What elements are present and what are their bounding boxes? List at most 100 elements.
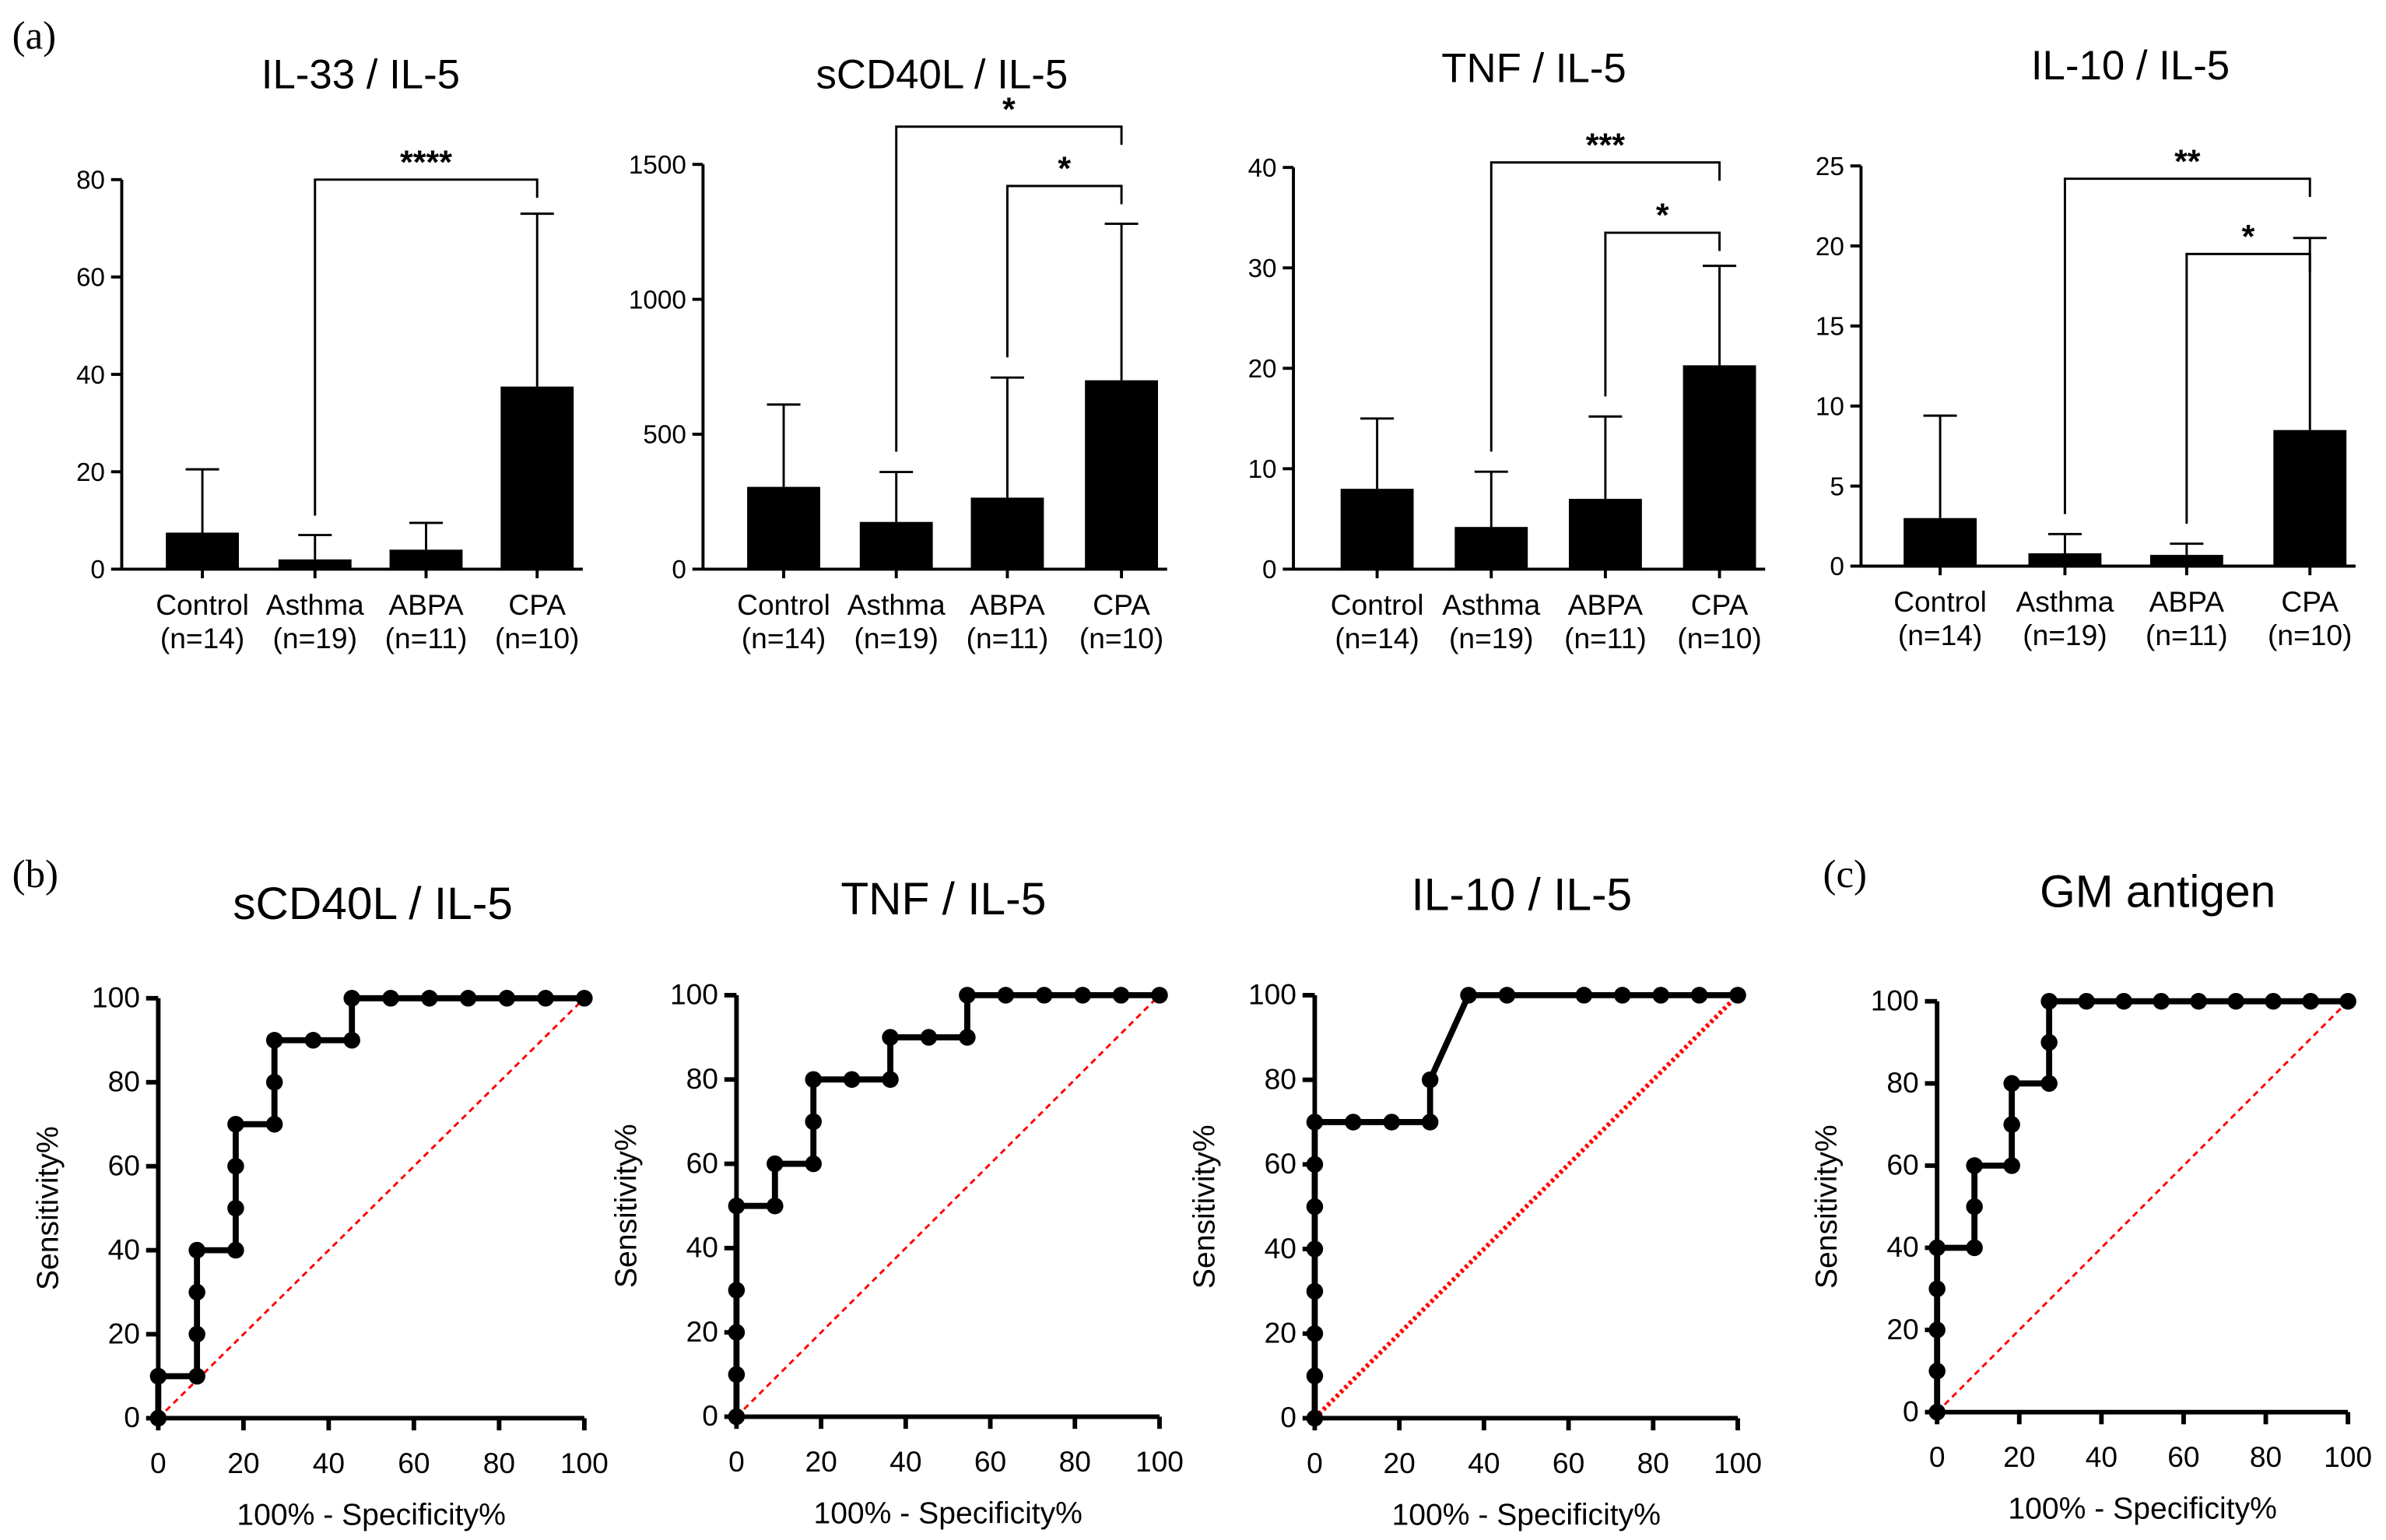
roc-point: [188, 1367, 205, 1385]
chart-title: sCD40L / IL-5: [816, 52, 1068, 98]
roc-point: [1928, 1280, 1946, 1298]
x-tick-label: 100: [2324, 1440, 2372, 1473]
chart-title: IL-10 / IL-5: [2031, 43, 2230, 89]
roc-point: [1306, 1156, 1324, 1173]
group-n-label: (n=10): [1079, 622, 1163, 654]
x-tick-label: Asthma: [1442, 588, 1540, 621]
bar: [1085, 380, 1159, 570]
chart-3: IL-10 / IL-5 0 5 10 15 20 25 Control(n=14) Asthm…: [1816, 43, 2356, 651]
y-tick-label: 20: [686, 1315, 718, 1348]
roc-point: [882, 1071, 899, 1088]
significance-label: **: [2174, 143, 2201, 181]
roc-point: [1928, 1403, 1946, 1421]
y-tick-label: 500: [643, 421, 686, 450]
roc-point: [2115, 992, 2132, 1010]
roc-point: [2040, 992, 2058, 1010]
roc-point: [1729, 987, 1746, 1004]
x-tick-label: 20: [805, 1445, 837, 1478]
panel-label-a: (a): [12, 14, 56, 58]
roc-point: [1928, 1321, 1946, 1338]
y-tick-label: 0: [1280, 1401, 1297, 1433]
y-tick-label: 60: [686, 1146, 718, 1179]
roc-point: [1690, 987, 1708, 1004]
reference-line: [735, 994, 1161, 1418]
x-tick-label: 40: [2086, 1440, 2118, 1473]
roc-point: [459, 990, 477, 1007]
roc-point: [2040, 1033, 2058, 1051]
group-n-label: (n=19): [273, 622, 357, 654]
roc-point: [1112, 987, 1130, 1004]
y-axis-label: Sensitivity%: [1188, 1124, 1221, 1289]
x-tick-label: Control: [737, 588, 830, 621]
bar: [1340, 489, 1414, 570]
bar: [1454, 527, 1528, 570]
x-axis-label: 100% - Specificity%: [1391, 1498, 1660, 1531]
group-n-label: (n=14): [160, 622, 244, 654]
significance-bracket: [1604, 231, 1721, 397]
roc-point: [188, 1325, 205, 1343]
y-tick-label: 1000: [629, 286, 686, 314]
y-tick-label: 80: [108, 1065, 140, 1097]
roc-curve: [155, 995, 584, 1419]
chart-6: IL-10 / IL-5 00 20 20 40 40 60 60 80 80 100 100 100%…: [1188, 869, 1762, 1531]
y-tick-label: 15: [1816, 313, 1844, 342]
x-tick-label: 20: [227, 1447, 259, 1479]
roc-point: [2227, 992, 2244, 1010]
significance-bracket: [314, 178, 539, 516]
y-tick-label: 25: [1816, 153, 1844, 181]
roc-point: [382, 990, 399, 1007]
y-tick-label: 40: [108, 1233, 140, 1265]
roc-point: [227, 1199, 244, 1217]
roc-point: [2265, 992, 2282, 1010]
x-tick-label: CPA: [1093, 588, 1150, 621]
roc-point: [805, 1155, 822, 1173]
roc-point: [1421, 1071, 1439, 1089]
y-tick-label: 0: [702, 1399, 718, 1432]
roc-point: [1306, 1114, 1324, 1131]
reference-line: [157, 997, 585, 1419]
x-tick-label: 0: [1307, 1447, 1323, 1479]
y-tick-label: 0: [1830, 553, 1844, 581]
roc-point: [1345, 1114, 1362, 1131]
roc-point: [728, 1324, 746, 1341]
roc-point: [728, 1197, 746, 1215]
roc-point: [227, 1241, 244, 1259]
y-tick-label: 0: [672, 556, 686, 584]
y-tick-label: 0: [124, 1401, 140, 1433]
x-tick-label: 40: [1468, 1447, 1500, 1479]
x-tick-label: Control: [1331, 588, 1424, 621]
bar: [389, 549, 463, 570]
chart-title: IL-33 / IL-5: [261, 52, 460, 98]
x-axis-label: 100% - Specificity%: [237, 1498, 505, 1531]
y-axis-label: Sensitivity%: [31, 1126, 65, 1290]
y-tick-label: 0: [90, 556, 104, 584]
chart-7: GM antigen 00 20 20 40 40 60 60 80 80 100 100 100% -…: [1810, 866, 2372, 1525]
roc-point: [767, 1155, 784, 1173]
roc-point: [1306, 1409, 1324, 1427]
y-tick-label: 80: [76, 167, 105, 195]
significance-bracket: [1005, 184, 1123, 358]
y-tick-label: 40: [686, 1231, 718, 1264]
roc-point: [1306, 1240, 1324, 1258]
roc-point: [498, 990, 516, 1007]
y-tick-label: 10: [1816, 393, 1844, 422]
bar: [166, 532, 239, 570]
x-tick-label: ABPA: [1568, 588, 1644, 621]
y-tick-label: 60: [108, 1149, 140, 1181]
x-axis-label: 100% - Specificity%: [813, 1496, 1082, 1530]
roc-point: [576, 990, 593, 1007]
y-tick-label: 0: [1903, 1394, 1919, 1427]
chart-4: sCD40L / IL-5 00 20 20 40 40 60 60 80 80 100 100 100…: [31, 879, 609, 1531]
x-tick-label: Control: [1893, 585, 1987, 618]
roc-point: [728, 1366, 746, 1384]
x-tick-label: Asthma: [847, 588, 946, 621]
y-tick-label: 30: [1248, 254, 1277, 283]
x-tick-label: 80: [1059, 1445, 1091, 1478]
chart-5: TNF / IL-5 00 20 20 40 40 60 60 80 80 100 100 100% -…: [609, 874, 1184, 1530]
y-tick-label: 80: [686, 1062, 718, 1095]
roc-point: [537, 990, 554, 1007]
chart-title: IL-10 / IL-5: [1412, 869, 1633, 920]
roc-point: [959, 1029, 976, 1046]
x-tick-label: 60: [974, 1445, 1006, 1478]
roc-point: [1928, 1363, 1946, 1380]
